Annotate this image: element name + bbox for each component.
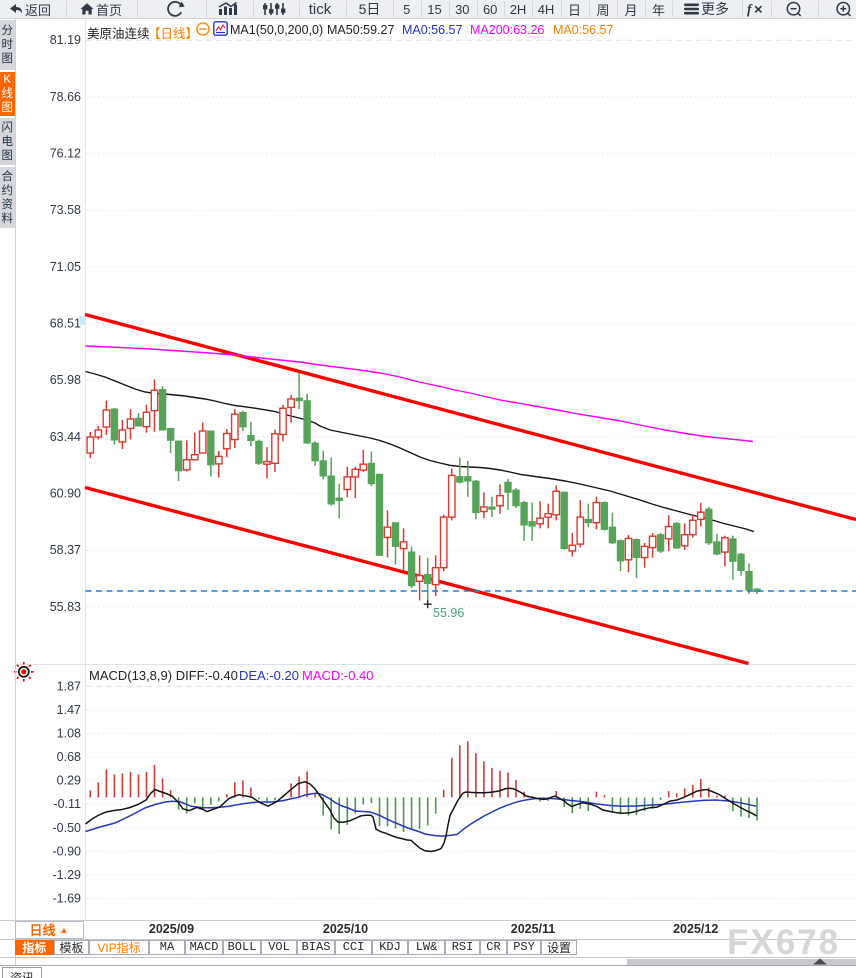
svg-text:-1.29: -1.29 [53,868,82,882]
svg-text:-1.69: -1.69 [53,891,82,905]
svg-text:78.66: 78.66 [50,90,81,104]
svg-text:65.98: 65.98 [50,373,81,387]
svg-text:-0.90: -0.90 [53,844,82,858]
svg-text:58.37: 58.37 [50,543,81,557]
svg-text:-0.11: -0.11 [53,797,81,811]
svg-text:✕: ✕ [754,5,764,17]
svg-text:f: f [747,2,753,17]
svg-text:68.51: 68.51 [50,317,81,331]
svg-text:73.58: 73.58 [50,203,81,217]
svg-text:60.90: 60.90 [50,487,81,501]
svg-text:71.05: 71.05 [50,260,81,274]
svg-text:55.96: 55.96 [433,606,464,620]
svg-text:1.87: 1.87 [57,679,81,693]
svg-text:-0.50: -0.50 [53,821,82,835]
svg-text:55.83: 55.83 [50,600,81,614]
svg-text:81.19: 81.19 [50,33,81,47]
svg-text:1.08: 1.08 [57,727,81,741]
svg-text:0.68: 0.68 [57,750,81,764]
svg-text:0.29: 0.29 [57,774,81,788]
svg-text:1.47: 1.47 [57,703,81,717]
svg-text:63.44: 63.44 [50,430,81,444]
svg-text:76.12: 76.12 [50,147,81,161]
